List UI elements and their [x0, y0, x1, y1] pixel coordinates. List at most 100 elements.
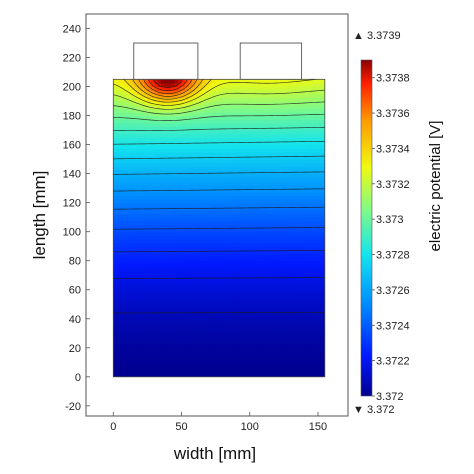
field-cell: [157, 253, 162, 258]
field-cell: [236, 177, 241, 182]
field-cell: [304, 130, 309, 135]
field-cell: [116, 260, 121, 265]
field-cell: [137, 217, 142, 222]
field-cell: [246, 300, 251, 305]
field-cell: [174, 231, 179, 236]
field-cell: [116, 333, 121, 338]
field-cell: [126, 365, 131, 371]
field-cell: [266, 340, 271, 345]
field-cell: [195, 322, 200, 327]
field-cell: [307, 228, 312, 233]
field-cell: [294, 311, 299, 316]
field-cell: [188, 344, 193, 349]
field-cell: [130, 140, 135, 146]
field-cell: [212, 137, 217, 142]
field-cell: [215, 86, 220, 91]
field-cell: [174, 228, 179, 233]
field-cell: [304, 104, 309, 109]
field-cell: [133, 267, 138, 273]
field-cell: [270, 140, 275, 146]
field-cell: [116, 300, 121, 305]
field-cell: [164, 101, 169, 106]
field-cell: [178, 177, 183, 182]
field-cell: [294, 133, 299, 138]
field-cell: [161, 369, 166, 374]
field-cell: [167, 307, 172, 313]
field-cell: [239, 249, 244, 255]
field-cell: [171, 275, 176, 280]
field-cell: [280, 235, 285, 240]
field-cell: [113, 351, 118, 356]
field-cell: [147, 329, 152, 334]
field-cell: [253, 137, 258, 142]
field-cell: [311, 162, 316, 167]
field-cell: [253, 282, 258, 287]
field-cell: [154, 126, 159, 131]
field-cell: [178, 336, 183, 342]
field-cell: [188, 304, 193, 309]
field-cell: [300, 115, 305, 120]
field-cell: [133, 322, 138, 327]
field-cell: [161, 119, 166, 124]
field-cell: [113, 173, 118, 178]
field-cell: [161, 140, 166, 146]
field-cell: [314, 177, 319, 182]
field-cell: [208, 191, 213, 197]
field-cell: [236, 347, 241, 353]
field-cell: [236, 101, 241, 106]
field-cell: [253, 297, 258, 302]
field-cell: [256, 369, 261, 374]
field-cell: [263, 333, 268, 338]
field-cell: [133, 304, 138, 309]
field-cell: [164, 97, 169, 102]
field-cell: [294, 220, 299, 226]
field-cell: [147, 238, 152, 244]
field-cell: [113, 86, 118, 91]
field-cell: [113, 90, 118, 95]
field-cell: [154, 257, 159, 262]
field-cell: [150, 351, 155, 356]
field-cell: [215, 246, 220, 251]
field-cell: [242, 282, 247, 287]
field-cell: [297, 257, 302, 262]
field-cell: [140, 115, 145, 120]
field-cell: [116, 108, 121, 113]
field-cell: [266, 246, 271, 251]
field-cell: [270, 90, 275, 95]
field-cell: [300, 173, 305, 178]
field-cell: [123, 246, 128, 251]
field-cell: [208, 340, 213, 345]
field-cell: [181, 130, 186, 135]
field-cell: [171, 177, 176, 182]
field-cell: [219, 271, 224, 276]
field-cell: [259, 122, 264, 128]
field-cell: [311, 304, 316, 309]
field-cell: [321, 264, 325, 269]
field-cell: [287, 137, 292, 142]
field-cell: [311, 286, 316, 291]
field-cell: [161, 220, 166, 226]
field-cell: [171, 362, 176, 367]
field-cell: [164, 336, 169, 342]
field-cell: [205, 278, 210, 284]
field-cell: [277, 358, 282, 363]
field-cell: [154, 271, 159, 276]
field-cell: [184, 213, 189, 218]
field-cell: [140, 340, 145, 345]
field-cell: [181, 307, 186, 313]
field-cell: [116, 329, 121, 334]
field-cell: [130, 282, 135, 287]
field-cell: [277, 104, 282, 109]
field-cell: [300, 133, 305, 138]
field-cell: [317, 278, 322, 284]
field-cell: [219, 170, 224, 175]
field-cell: [205, 264, 210, 269]
field-cell: [307, 111, 312, 117]
field-cell: [273, 297, 278, 302]
field-cell: [242, 231, 247, 236]
field-cell: [198, 130, 203, 135]
field-cell: [212, 166, 217, 171]
field-cell: [201, 209, 206, 215]
field-cell: [123, 271, 128, 276]
field-cell: [120, 336, 125, 342]
